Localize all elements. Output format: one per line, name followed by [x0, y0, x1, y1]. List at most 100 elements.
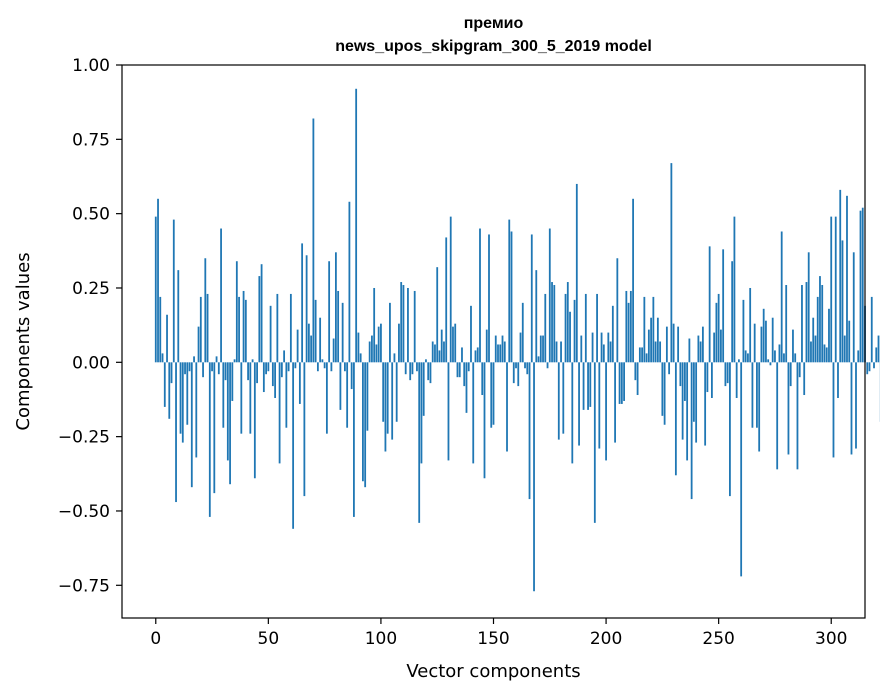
bar — [560, 341, 562, 363]
bar — [251, 359, 254, 363]
bar — [807, 252, 810, 363]
bar — [539, 335, 542, 363]
bar — [814, 335, 817, 363]
bar — [226, 362, 229, 461]
bar — [458, 362, 461, 378]
bar — [186, 362, 189, 425]
bar — [382, 362, 385, 422]
bar — [870, 296, 873, 363]
bar — [199, 296, 202, 363]
bar — [474, 350, 477, 363]
bar — [204, 258, 207, 363]
bar — [821, 285, 824, 363]
bar — [726, 362, 729, 384]
bar — [271, 362, 274, 387]
bar — [197, 326, 200, 363]
bar — [616, 258, 619, 363]
bar — [492, 362, 495, 425]
bar — [260, 264, 263, 363]
bar — [875, 347, 878, 363]
bar — [805, 282, 808, 363]
bar — [267, 362, 270, 372]
bar — [801, 285, 803, 363]
x-tick-label: 0 — [150, 629, 161, 649]
bar — [774, 350, 776, 363]
bar — [524, 362, 526, 369]
y-tick-label: 0.75 — [72, 130, 110, 150]
bar — [742, 299, 745, 363]
bar — [868, 362, 871, 372]
bar — [769, 362, 772, 366]
bar — [440, 329, 443, 363]
x-tick-label: 50 — [258, 629, 280, 649]
bar — [794, 353, 797, 363]
bar — [172, 219, 175, 363]
bar — [839, 189, 842, 363]
bar — [467, 362, 470, 372]
bar — [641, 347, 644, 363]
bar — [611, 305, 614, 363]
bar — [463, 362, 466, 387]
bar — [593, 362, 596, 523]
bar — [720, 329, 722, 363]
bar — [510, 231, 513, 363]
bar — [161, 353, 164, 363]
bar — [771, 317, 774, 363]
bar — [296, 329, 299, 363]
bar — [598, 362, 601, 449]
bar — [364, 362, 367, 488]
bar — [278, 362, 281, 464]
bar — [762, 308, 765, 363]
bar — [427, 362, 430, 381]
bar — [584, 293, 587, 363]
bar — [663, 362, 666, 425]
bar — [846, 195, 848, 363]
bar — [780, 231, 783, 363]
bar — [832, 362, 835, 458]
bar — [269, 305, 272, 363]
bar — [443, 341, 445, 363]
bar — [436, 267, 439, 363]
bar — [704, 362, 707, 446]
bar — [287, 362, 290, 372]
bar — [434, 344, 436, 363]
bar — [810, 341, 812, 363]
bar — [355, 88, 358, 363]
bar — [551, 282, 553, 363]
bar — [710, 362, 713, 398]
bar — [614, 362, 616, 443]
bar — [690, 362, 693, 500]
y-tick-label: −0.25 — [58, 428, 110, 448]
bar — [357, 332, 360, 363]
bar — [485, 329, 488, 363]
y-axis: 1.00 0.75 0.50 0.25 0.00 −0.25 −0.50 −0.75 — [58, 56, 122, 596]
bar — [334, 252, 337, 363]
bar — [659, 341, 662, 363]
bar — [310, 335, 313, 363]
bar — [488, 234, 490, 363]
bar — [767, 359, 770, 363]
bars-group — [154, 88, 880, 592]
bar — [454, 323, 457, 363]
bar — [202, 362, 204, 378]
bar — [861, 207, 864, 363]
bar — [571, 362, 574, 464]
bar — [190, 362, 193, 488]
bar — [688, 338, 691, 363]
bar — [830, 216, 833, 363]
bar — [850, 362, 853, 455]
bar — [247, 362, 249, 381]
bar — [447, 362, 450, 461]
bar — [494, 335, 497, 363]
bar — [305, 255, 308, 363]
bar — [679, 362, 682, 387]
bar — [258, 276, 261, 363]
bar — [738, 359, 740, 363]
bar — [605, 362, 607, 461]
bar — [274, 362, 277, 398]
bar — [564, 293, 567, 363]
bar — [222, 362, 225, 428]
bar — [573, 299, 576, 363]
bar — [530, 234, 533, 363]
bar — [501, 335, 504, 363]
